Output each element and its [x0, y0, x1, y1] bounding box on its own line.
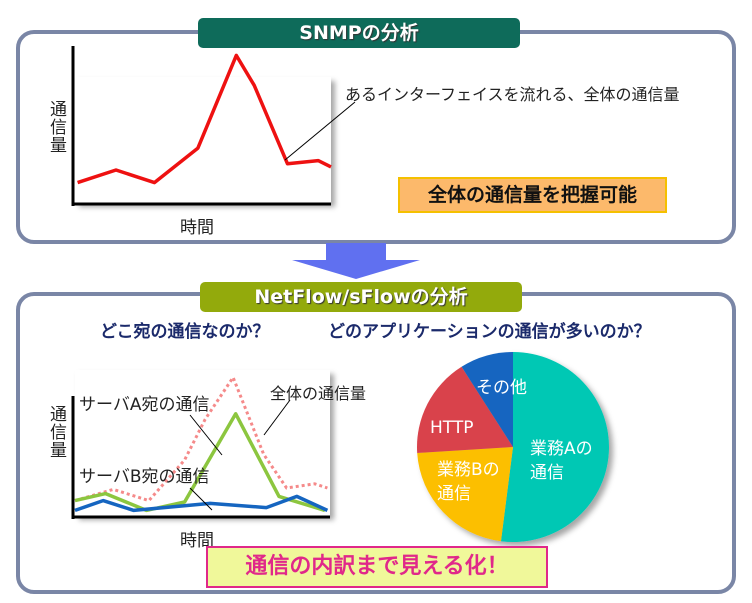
snmp-y-label: 通信量	[46, 100, 66, 154]
label-total: 全体の通信量	[270, 384, 367, 403]
pie-slice-2	[417, 366, 513, 453]
pie-label-line: 業務Bの	[437, 460, 500, 480]
pie-label-line: 通信	[437, 484, 471, 504]
pie-slice-0	[500, 352, 609, 542]
pie-label-line: HTTP	[430, 418, 474, 438]
server-a-leader	[189, 414, 223, 456]
snmp-annotation-leader	[284, 101, 356, 161]
netflow-x-label: 時間	[180, 531, 214, 551]
pie-label-line: 通信	[530, 463, 564, 483]
question-application: どのアプリケーションの通信が多いのか？	[328, 322, 651, 342]
snmp-title: SNMPの分析	[198, 18, 520, 48]
total-leader	[263, 399, 291, 436]
snmp-x-label: 時間	[180, 218, 214, 238]
netflow-conclusion: 通信の内訳まで見える化！	[206, 546, 548, 588]
pie-slice-3	[461, 352, 513, 447]
netflow-y-label: 通信量	[46, 405, 66, 459]
pie-label-1: 業務Bの通信	[437, 458, 500, 506]
label-server-a: サーバA宛の通信	[79, 395, 210, 415]
label-server-b: サーバB宛の通信	[79, 467, 210, 487]
series-line-1	[74, 412, 326, 513]
series-line-2	[74, 494, 329, 513]
server-b-leader	[189, 487, 213, 511]
pie-label-3: その他	[476, 376, 527, 400]
netflow-series	[74, 375, 329, 513]
netflow-title: NetFlow/sFlowの分析	[200, 282, 522, 312]
series-line-0	[77, 53, 332, 185]
snmp-series	[77, 53, 332, 185]
pie-slice-1	[417, 447, 513, 542]
pie-label-0: 業務Aの通信	[530, 437, 593, 485]
pie-label-line: 業務Aの	[530, 439, 593, 459]
question-destination: どこ宛の通信なのか？	[100, 322, 270, 342]
pie-label-line: その他	[476, 378, 527, 398]
snmp-annotation: あるインターフェイスを流れる、全体の通信量	[345, 85, 680, 104]
snmp-conclusion: 全体の通信量を把握可能	[398, 177, 667, 213]
pie-label-2: HTTP	[430, 416, 474, 440]
